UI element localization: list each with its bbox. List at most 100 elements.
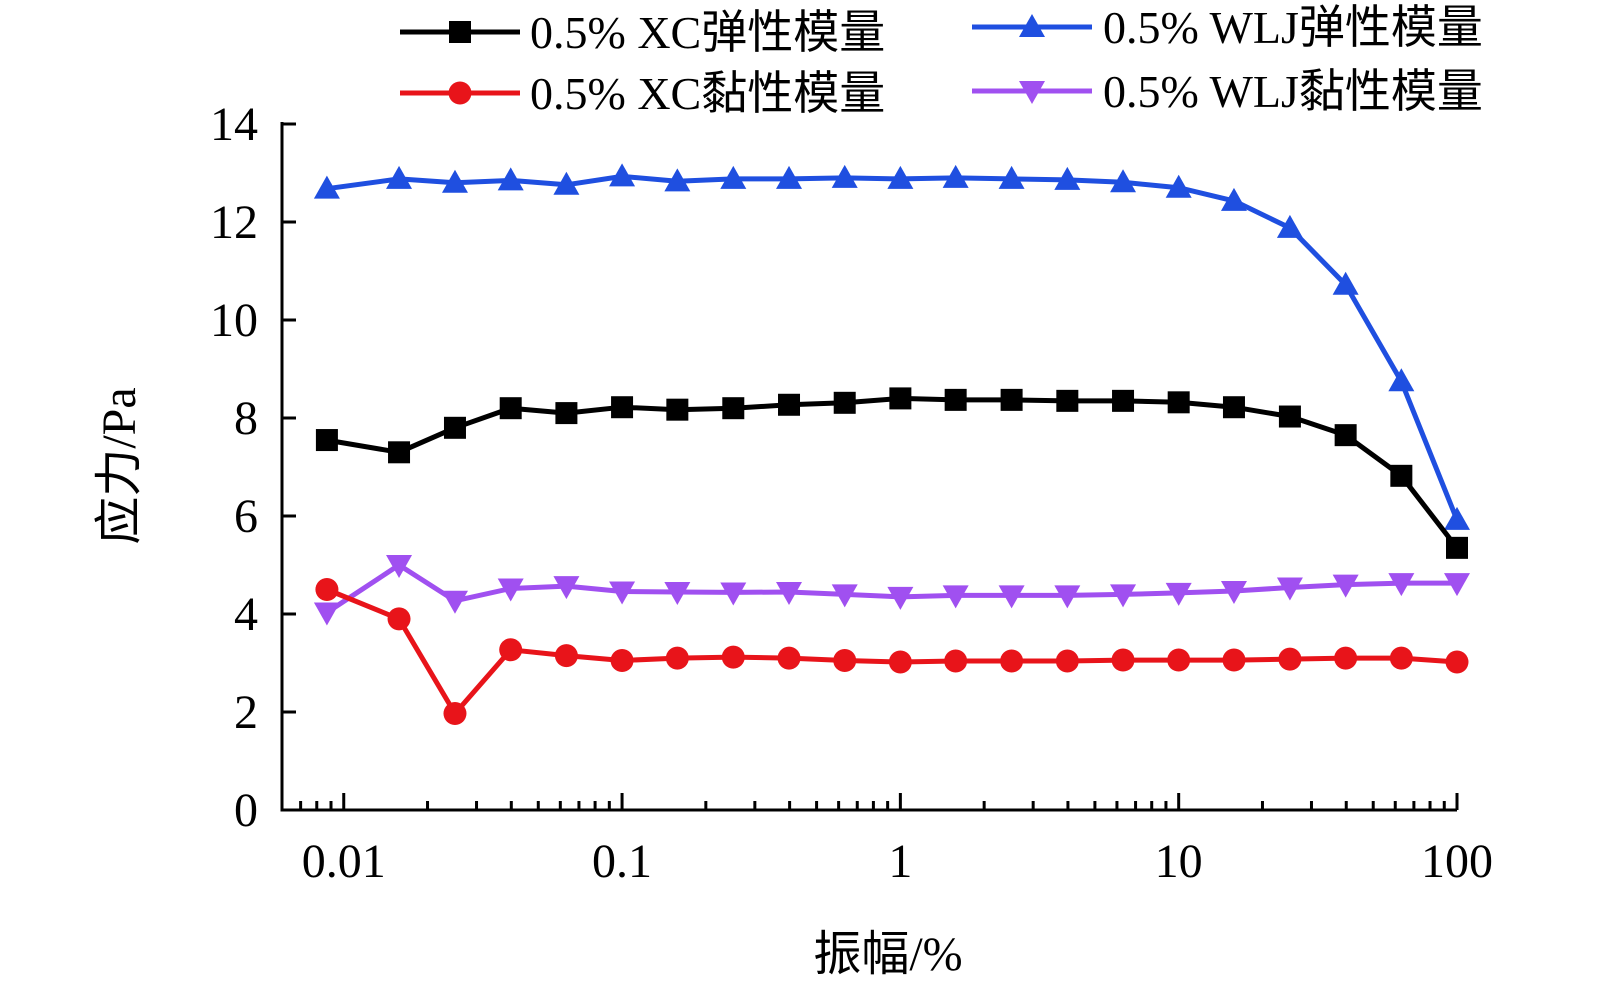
legend-item: 0.5% WLJ黏性模量 [972, 66, 1483, 117]
legend-item: 0.5% WLJ弹性模量 [972, 2, 1483, 53]
data-point [1276, 214, 1303, 238]
data-point [1167, 648, 1191, 672]
data-point [1334, 424, 1357, 447]
legend-label: 0.5% XC黏性模量 [530, 68, 885, 119]
data-point [1446, 536, 1468, 559]
series-1 [313, 163, 1470, 530]
data-point [609, 163, 636, 187]
axes: 0 2 4 6 8 10 12 14 0.01 0.1 1 10 100 [210, 98, 1493, 888]
data-point [555, 402, 578, 425]
data-point [778, 393, 801, 416]
data-point [1000, 388, 1023, 411]
data-point [441, 590, 468, 614]
x-tick-label: 0.01 [302, 835, 386, 888]
data-point [721, 645, 745, 669]
y-tick-label: 4 [234, 588, 258, 641]
data-point [1388, 573, 1415, 597]
data-point [666, 398, 689, 421]
data-point [1445, 650, 1469, 674]
data-point [887, 586, 914, 610]
data-point [386, 165, 413, 189]
legend-label: 0.5% WLJ弹性模量 [1103, 2, 1483, 53]
y-tick-label: 12 [210, 196, 258, 249]
data-point [387, 607, 411, 631]
data-point [720, 165, 747, 189]
data-point [942, 585, 969, 609]
data-point [1278, 647, 1302, 671]
data-point [553, 576, 580, 600]
data-point [833, 649, 857, 673]
data-point [776, 165, 803, 189]
data-point [1278, 405, 1301, 428]
data-point [1165, 582, 1192, 606]
y-tick-label: 14 [210, 98, 258, 151]
data-point [1389, 646, 1413, 670]
data-point [499, 397, 522, 420]
data-point [1054, 585, 1081, 609]
data-point [553, 171, 580, 195]
data-point [833, 391, 856, 414]
data-point [1444, 573, 1470, 597]
data-point [1332, 574, 1359, 598]
series-3 [313, 555, 1470, 626]
data-point [499, 638, 523, 662]
data-point [443, 416, 466, 439]
data-point [998, 165, 1025, 189]
data-point [1056, 389, 1079, 412]
data-point [831, 584, 858, 608]
data-point [665, 646, 689, 670]
y-tick-label: 0 [234, 784, 258, 837]
data-point [720, 582, 747, 606]
data-point [998, 585, 1025, 609]
data-point [610, 649, 634, 673]
y-tick-label: 8 [234, 392, 258, 445]
data-point [831, 164, 858, 188]
data-point [888, 650, 912, 674]
legend: 0.5% XC弹性模量 0.5% WLJ弹性模量 0.5% XC黏性模量 0.5% W… [400, 2, 1483, 119]
data-point [1054, 166, 1081, 190]
x-tick-label: 100 [1421, 835, 1493, 888]
y-tick-label: 2 [234, 686, 258, 739]
data-point [1220, 580, 1247, 604]
data-point [1112, 389, 1135, 412]
data-point [315, 429, 338, 452]
legend-label: 0.5% WLJ黏性模量 [1103, 66, 1483, 117]
x-axis-title: 振幅/% [813, 928, 962, 981]
data-point [1332, 271, 1359, 295]
data-point [777, 646, 801, 670]
y-axis-title: 应力/Pa [93, 387, 146, 544]
y-ticks: 0 2 4 6 8 10 12 14 [210, 98, 296, 837]
data-point [497, 167, 524, 191]
data-point [1334, 646, 1358, 670]
data-point [386, 555, 413, 578]
data-point [942, 164, 969, 188]
legend-item: 0.5% XC黏性模量 [400, 68, 885, 119]
x-tick-label: 0.1 [592, 835, 652, 888]
y-tick-label: 10 [210, 294, 258, 347]
data-point [497, 578, 524, 602]
x-tick-label: 10 [1155, 835, 1203, 888]
legend-swatch-marker [448, 81, 472, 105]
data-point [1390, 464, 1413, 487]
data-point [1220, 187, 1247, 211]
data-point [1444, 506, 1470, 530]
data-point [889, 387, 912, 410]
data-point [1110, 584, 1137, 608]
x-ticks: 0.01 0.1 1 10 100 [280, 793, 1493, 888]
data-point [1388, 368, 1415, 392]
data-point [443, 701, 467, 725]
data-point [611, 396, 634, 419]
x-tick-label: 1 [888, 835, 912, 888]
data-point [664, 581, 691, 605]
data-point [1110, 169, 1137, 193]
legend-swatch-marker [1019, 14, 1045, 37]
legend-swatch-marker [449, 21, 471, 43]
data-point [441, 169, 468, 193]
legend-swatch-marker [1019, 81, 1045, 104]
data-point [313, 175, 340, 199]
legend-label: 0.5% XC弹性模量 [530, 7, 885, 58]
data-point [664, 168, 691, 192]
y-tick-label: 6 [234, 490, 258, 543]
data-point [1165, 174, 1192, 198]
